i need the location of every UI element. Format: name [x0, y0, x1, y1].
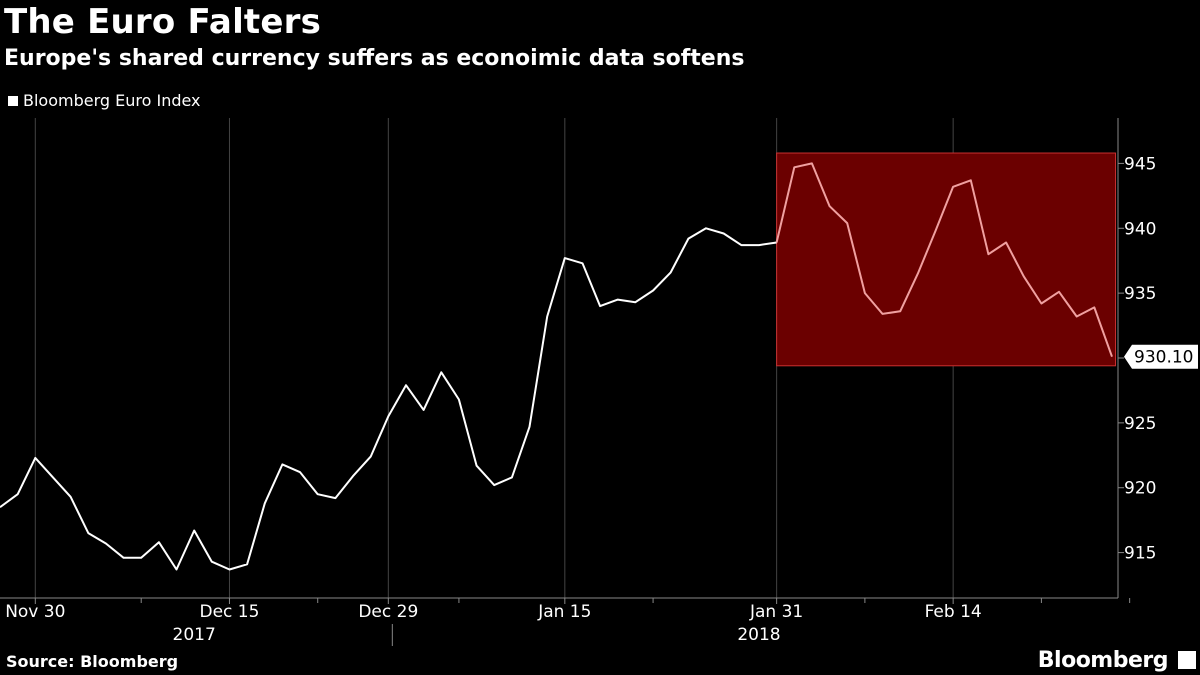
year-label: 2018	[737, 625, 780, 645]
x-tick-label: Jan 31	[749, 602, 803, 622]
brand-mark-icon	[1178, 651, 1196, 669]
y-tick-label: 925	[1124, 414, 1156, 434]
series-line	[0, 227, 777, 571]
x-tick-label: Feb 14	[925, 602, 982, 622]
legend-swatch	[8, 95, 18, 106]
chart-subtitle: Europe's shared currency suffers as econ…	[4, 46, 745, 71]
chart-title: The Euro Falters	[4, 2, 322, 42]
brand-logo: Bloomberg	[1037, 648, 1169, 673]
x-tick-label: Dec 29	[358, 602, 418, 622]
y-tick-label: 945	[1124, 154, 1156, 174]
legend: Bloomberg Euro Index	[8, 91, 201, 110]
source-note: Source: Bloomberg	[6, 652, 179, 671]
year-label: 2017	[173, 625, 216, 645]
legend-label: Bloomberg Euro Index	[23, 91, 201, 110]
series-line-highlighted	[775, 162, 1113, 358]
y-tick-label: 940	[1124, 219, 1156, 239]
x-tick-label: Jan 15	[537, 602, 591, 622]
last-value-label: 930.10	[1134, 348, 1193, 368]
last-value-callout	[1124, 344, 1198, 369]
highlight-region	[776, 152, 1117, 367]
x-tick-label: Dec 15	[199, 602, 259, 622]
y-tick-label: 935	[1124, 284, 1156, 304]
y-tick-label: 915	[1124, 544, 1156, 564]
x-tick-label: Nov 30	[5, 602, 65, 622]
y-tick-label: 920	[1124, 479, 1156, 499]
